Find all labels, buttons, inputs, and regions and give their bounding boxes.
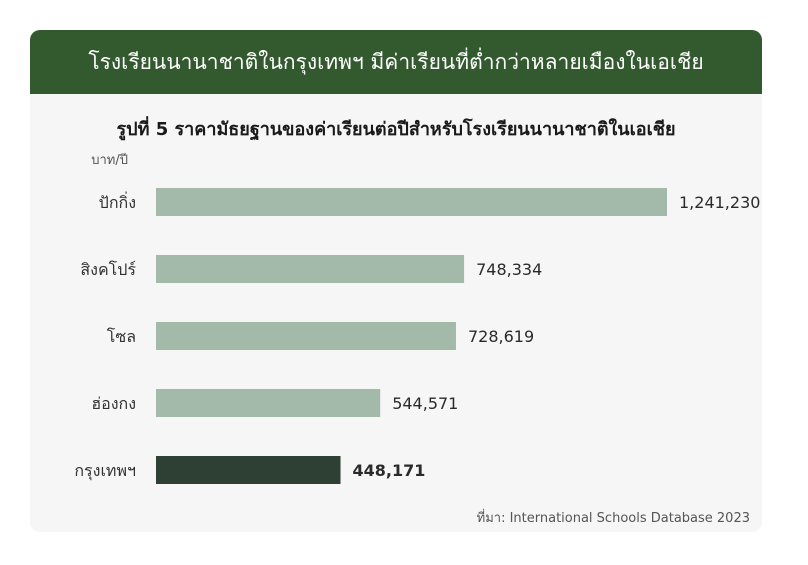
bar <box>156 389 381 417</box>
category-label: กรุงเทพฯ <box>74 461 136 481</box>
value-label: 1,241,230 <box>679 193 760 212</box>
bar <box>156 322 456 350</box>
bar <box>156 456 341 484</box>
category-label: ฮ่องกง <box>91 394 136 413</box>
bar <box>156 188 667 216</box>
value-label: 728,619 <box>468 327 534 346</box>
value-label: 748,334 <box>476 260 542 279</box>
category-label: โซล <box>107 327 136 346</box>
source-note: ที่มา: International Schools Database 20… <box>476 511 750 526</box>
value-label: 448,171 <box>353 461 426 480</box>
banner-title: โรงเรียนนานาชาติในกรุงเทพฯ มีค่าเรียนที่… <box>30 30 762 94</box>
category-label: ปักกิ่ง <box>99 191 136 212</box>
chart-card: โรงเรียนนานาชาติในกรุงเทพฯ มีค่าเรียนที่… <box>30 30 762 532</box>
bar-chart: บาท/ปีปักกิ่ง 1,241,230 สิงคโปร์ 748,334 โซล… <box>74 152 760 484</box>
category-label: สิงคโปร์ <box>80 260 136 279</box>
value-label: 544,571 <box>392 394 458 413</box>
chart-title: รูปที่ 5 ราคามัธยฐานของค่าเรียนต่อปีสำหร… <box>116 119 676 140</box>
unit-label: บาท/ปี <box>91 152 128 168</box>
bar <box>156 255 465 283</box>
